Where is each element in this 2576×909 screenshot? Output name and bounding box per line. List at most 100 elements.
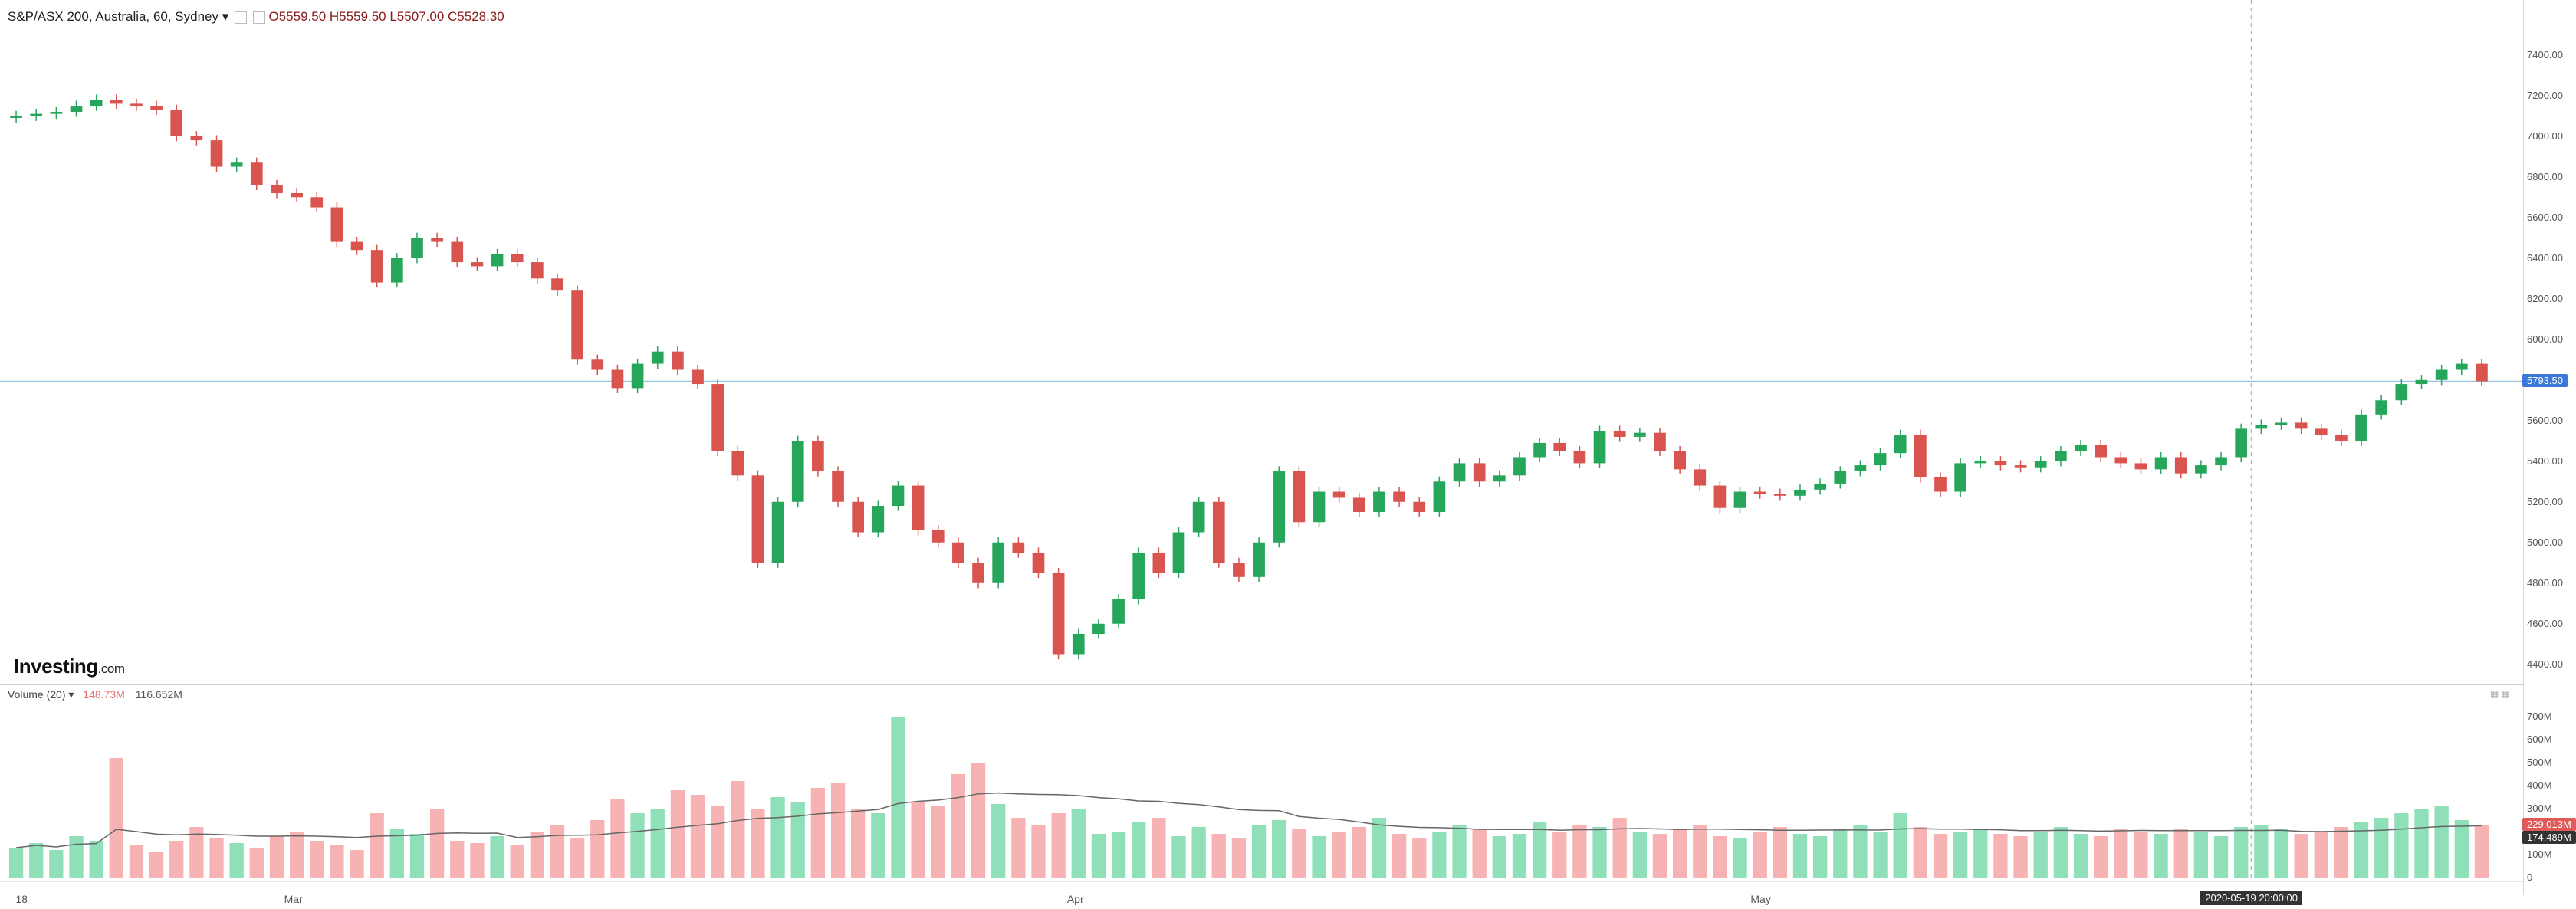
candle-body [1533,442,1546,458]
candle-body [2235,428,2248,458]
candle-body [2295,422,2308,429]
candle-body [1273,471,1286,543]
candle-body [1293,471,1306,523]
candle-body [2075,445,2087,451]
candle-body [1654,432,1666,451]
candle-body [2455,363,2468,370]
candle-body [1974,461,1987,464]
candle-body [651,351,664,364]
price-tick-label: 5400.00 [2527,454,2563,467]
volume-bar [330,845,344,878]
chart-frame [2523,0,2524,895]
volume-bar [830,783,846,878]
candle-body [2415,379,2428,385]
volume-bar [1733,838,1747,878]
volume-bar [2294,834,2308,878]
logo-domain: .com [97,661,125,676]
pane-controls[interactable]: ▦ ▦ [2490,688,2511,699]
volume-bar [2234,827,2249,878]
candle-body [2154,457,2167,470]
price-tick-label: 5000.00 [2527,536,2563,548]
candle-body [692,369,704,385]
volume-tick-label: 700M [2527,710,2552,722]
candle-body [50,111,63,114]
price-tick-label: 5200.00 [2527,495,2563,507]
volume-bar [2474,825,2489,878]
volume-bar [711,806,725,878]
volume-bar [670,790,685,878]
volume-bar [851,809,866,878]
candle-body [771,501,784,563]
candle-body [1112,599,1125,624]
price-tick-label: 6600.00 [2527,211,2563,223]
volume-bar [991,804,1006,878]
candle-body [992,542,1005,583]
volume-bar [89,841,104,878]
candle-body [1954,463,1967,492]
volume-label: Volume (20) [8,688,66,701]
candle-body [952,542,964,563]
volume-tag-1: 229.013M [2522,818,2576,832]
candle-body [431,238,443,242]
candle-body [10,116,22,118]
volume-tick-label: 100M [2527,848,2552,860]
volume-bar [249,848,264,878]
volume-bar [1372,818,1387,878]
hide-box-icon[interactable] [252,11,265,24]
volume-bar [289,832,304,878]
candle-body [230,162,243,167]
volume-bar [8,848,24,878]
candle-body [1233,563,1245,577]
volume-bar [1632,832,1647,878]
volume-bar [2114,829,2128,878]
candle-body [932,530,945,543]
volume-bar [1652,834,1668,878]
price-tick-label: 7400.00 [2527,48,2563,61]
volume-bar [2213,836,2229,878]
candle-body [1373,491,1385,513]
volume-bar [1833,829,1848,878]
candle-body [1012,542,1025,553]
price-tick-label: 4600.00 [2527,617,2563,629]
chevron-down-icon[interactable]: ▾ [222,9,229,24]
volume-bar [1753,832,1767,878]
candle-body [1072,634,1085,655]
candle-body [1192,501,1205,533]
candle-body [1934,477,1947,492]
volume-bar [1993,834,2008,878]
candle-body [491,254,504,267]
candle-body [551,278,564,291]
candle-body [1433,481,1446,513]
volume-bar [2073,834,2088,878]
volume-bar [971,763,986,878]
candle-body [1172,532,1185,573]
settings-box-icon[interactable] [235,11,248,24]
volume-bar [1432,832,1447,878]
low-value: L5507.00 [389,9,445,24]
volume-bar [149,852,164,878]
volume-value-1: 148.73M [83,688,125,701]
volume-bar [690,795,705,878]
volume-tick-label: 400M [2527,779,2552,791]
volume-bar [931,806,945,878]
candle-body [2034,461,2047,468]
candle-body [2375,400,2388,415]
candle-body [2095,445,2108,458]
chevron-down-icon[interactable]: ▾ [68,688,74,701]
candle-body [1453,463,1466,482]
volume-bar [770,797,785,878]
volume-bar [1332,832,1346,878]
volume-bar [590,820,605,878]
candle-body [2195,465,2207,474]
volume-bar [1452,825,1467,878]
volume-tick-label: 300M [2527,802,2552,814]
candle-body [1894,435,1907,454]
volume-bar [751,809,765,878]
candle-body [1152,553,1165,573]
candle-body [1874,453,1887,466]
candle-body [531,262,544,279]
volume-bar [1412,838,1427,878]
volume-bar [1272,820,1286,878]
volume-tick-label: 600M [2527,733,2552,745]
